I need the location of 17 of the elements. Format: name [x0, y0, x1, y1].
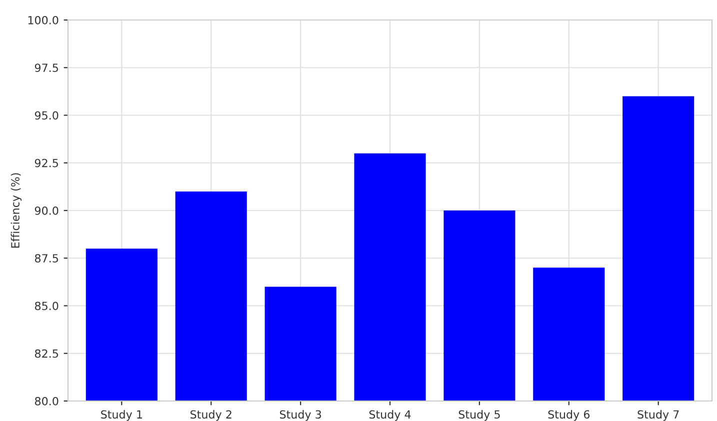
x-tick-label: Study 7	[638, 410, 679, 421]
x-tick-label: Study 1	[101, 410, 142, 421]
y-tick-label: 80.0	[34, 396, 58, 406]
y-tick-label: 90.0	[34, 206, 58, 215]
x-tick-label: Study 6	[548, 410, 590, 421]
x-tick-label: Study 5	[458, 410, 500, 421]
y-tick-label: 87.5	[34, 254, 58, 263]
y-tick-label: 97.5	[34, 64, 58, 72]
y-tick-label: 85.0	[34, 302, 58, 310]
y-axis-title: Efficiency (%)	[10, 173, 22, 248]
y-tick-label: 100.0	[28, 16, 58, 24]
y-tick-label: 82.5	[34, 349, 58, 358]
x-tick-label: Study 2	[190, 410, 232, 421]
x-tick-label: Study 4	[369, 410, 411, 421]
y-tick-label: 95.0	[34, 111, 58, 120]
x-tick-label: Study 3	[280, 410, 322, 421]
y-tick-label: 92.5	[34, 158, 58, 168]
